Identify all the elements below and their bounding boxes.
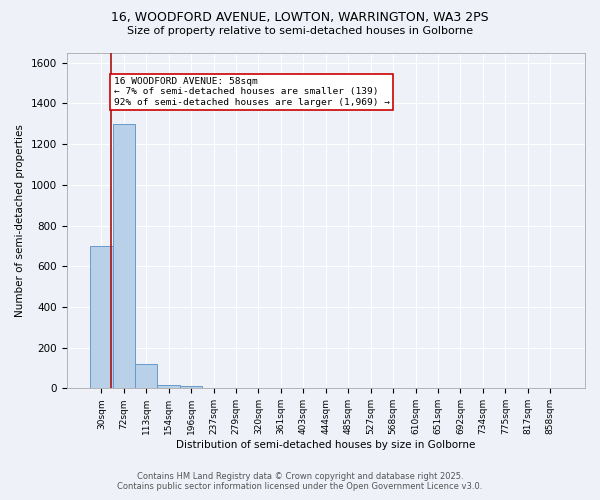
Bar <box>180 386 202 388</box>
Y-axis label: Number of semi-detached properties: Number of semi-detached properties <box>15 124 25 317</box>
Bar <box>113 124 135 388</box>
Text: Contains HM Land Registry data © Crown copyright and database right 2025.
Contai: Contains HM Land Registry data © Crown c… <box>118 472 482 491</box>
Text: 16 WOODFORD AVENUE: 58sqm
← 7% of semi-detached houses are smaller (139)
92% of : 16 WOODFORD AVENUE: 58sqm ← 7% of semi-d… <box>113 77 389 106</box>
Bar <box>157 386 180 388</box>
X-axis label: Distribution of semi-detached houses by size in Golborne: Distribution of semi-detached houses by … <box>176 440 475 450</box>
Bar <box>90 246 113 388</box>
Text: Size of property relative to semi-detached houses in Golborne: Size of property relative to semi-detach… <box>127 26 473 36</box>
Bar <box>135 364 157 388</box>
Text: 16, WOODFORD AVENUE, LOWTON, WARRINGTON, WA3 2PS: 16, WOODFORD AVENUE, LOWTON, WARRINGTON,… <box>111 11 489 24</box>
